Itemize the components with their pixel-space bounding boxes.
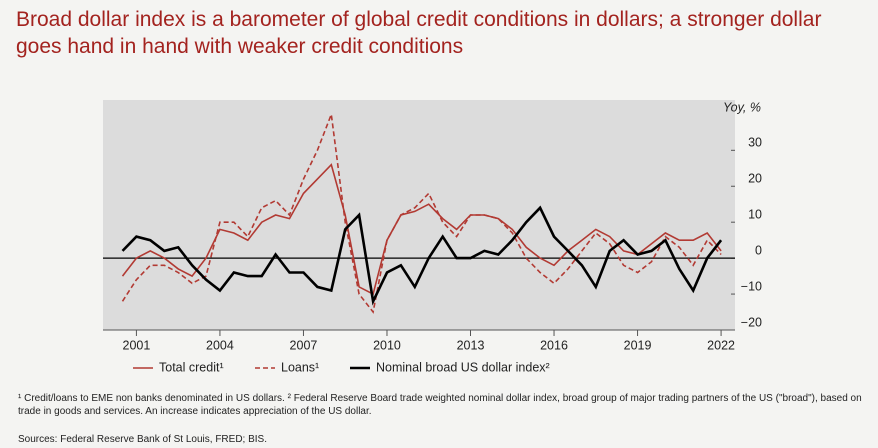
x-tick-label: 2016	[540, 338, 568, 352]
legend-label: Total credit¹	[159, 360, 224, 374]
x-tick-label: 2022	[707, 338, 735, 352]
source: Sources: Federal Reserve Bank of St Loui…	[18, 434, 267, 445]
y-tick-label: 10	[748, 207, 762, 221]
series-line	[121, 114, 722, 314]
y-tick-label: −20	[741, 315, 762, 329]
x-tick-label: 2019	[624, 338, 652, 352]
y-tick-label: −10	[741, 279, 762, 293]
x-tick-label: 2007	[290, 338, 318, 352]
x-tick-label: 2001	[123, 338, 151, 352]
footnote: ¹ Credit/loans to EME non banks denomina…	[18, 393, 862, 417]
legend-label: Loans¹	[281, 360, 319, 374]
y-tick-label: 0	[755, 243, 762, 257]
x-tick-label: 2013	[457, 338, 485, 352]
plot-area	[103, 100, 735, 330]
x-tick-label: 2004	[206, 338, 234, 352]
x-tick-label: 2010	[373, 338, 401, 352]
chart-title: Broad dollar index is a barometer of glo…	[16, 8, 822, 58]
legend-label: Nominal broad US dollar index²	[376, 360, 550, 374]
y-tick-label: 20	[748, 172, 762, 186]
series-line	[121, 163, 722, 296]
y-axis-label: Yoy, %	[723, 100, 761, 114]
series-line	[121, 205, 723, 306]
y-tick-label: 30	[748, 136, 762, 150]
